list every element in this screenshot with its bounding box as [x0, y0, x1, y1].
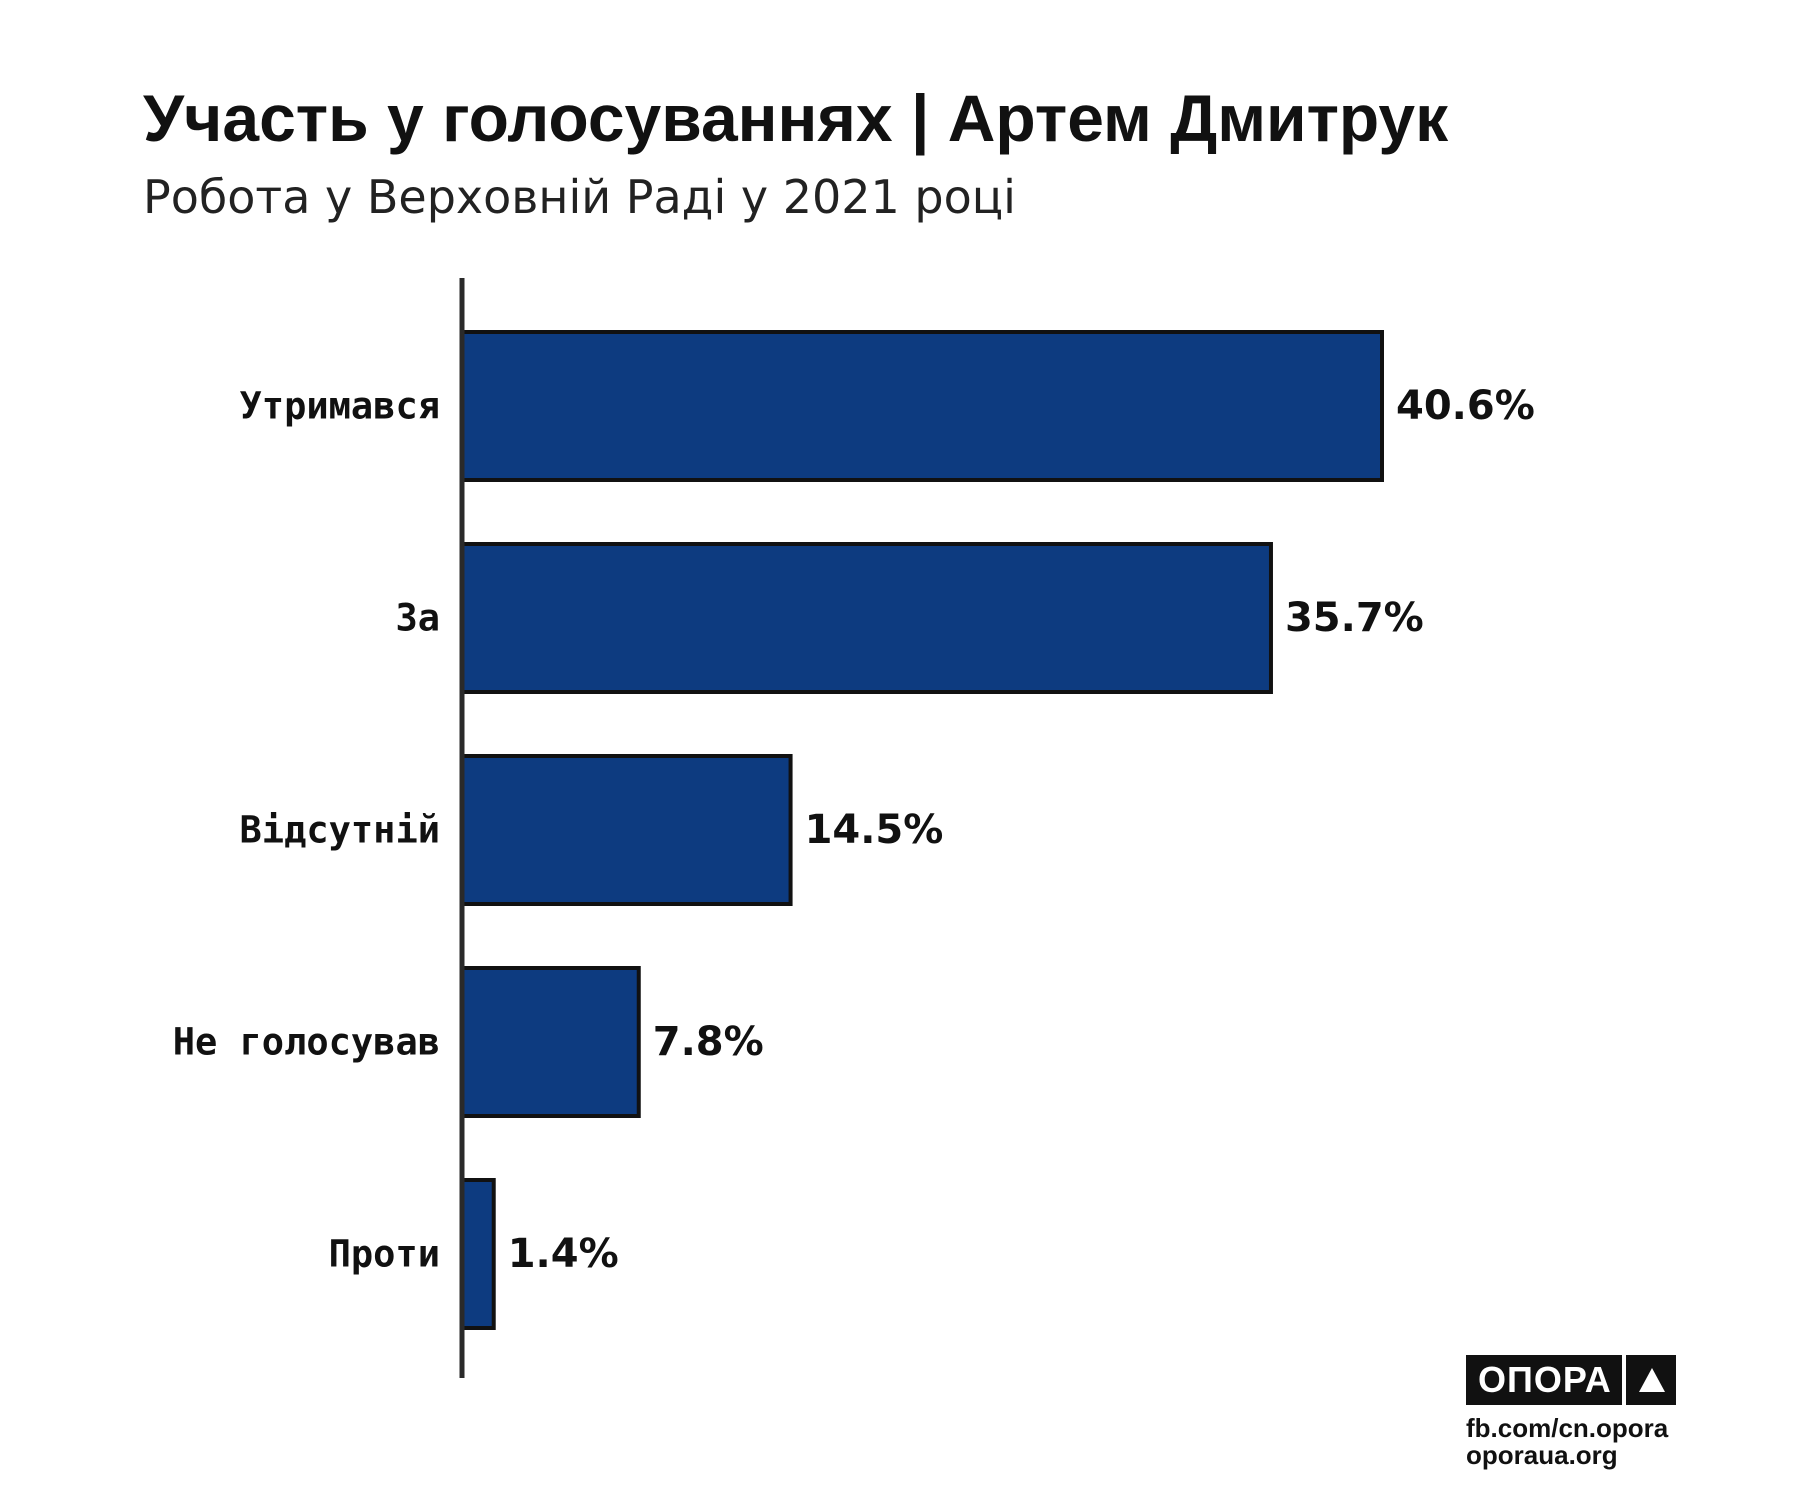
triangle-icon [1625, 1355, 1676, 1405]
website-link: oporaua.org [1466, 1440, 1618, 1470]
facebook-link: fb.com/cn.opora [1466, 1413, 1669, 1443]
opora-logo-mark: ОПОРА [1466, 1355, 1676, 1405]
logo-divider [1621, 1355, 1626, 1405]
value-label-1: 35.7% [1285, 595, 1424, 641]
bar-4 [460, 1178, 496, 1330]
value-label-4: 1.4% [508, 1231, 619, 1277]
bar-2 [460, 754, 793, 906]
category-label-0: Утримався [240, 385, 440, 428]
value-label-3: 7.8% [653, 1019, 764, 1065]
bar-0 [460, 330, 1384, 482]
value-label-0: 40.6% [1396, 383, 1535, 429]
category-label-2: Відсутній [240, 809, 440, 852]
opora-logo: ОПОРА fb.com/cn.opora oporaua.org [1466, 1355, 1696, 1468]
category-label-4: Проти [329, 1233, 440, 1276]
opora-logo-text: ОПОРА [1466, 1355, 1622, 1405]
category-label-1: За [395, 597, 440, 640]
bar-3 [460, 966, 641, 1118]
value-label-2: 14.5% [805, 807, 944, 853]
chart-subtitle: Робота у Верховній Раді у 2021 році [143, 170, 1016, 224]
bar-1 [460, 542, 1273, 694]
category-label-3: Не голосував [173, 1021, 440, 1064]
chart-title: Участь у голосуваннях | Артем Дмитрук [143, 81, 1449, 155]
